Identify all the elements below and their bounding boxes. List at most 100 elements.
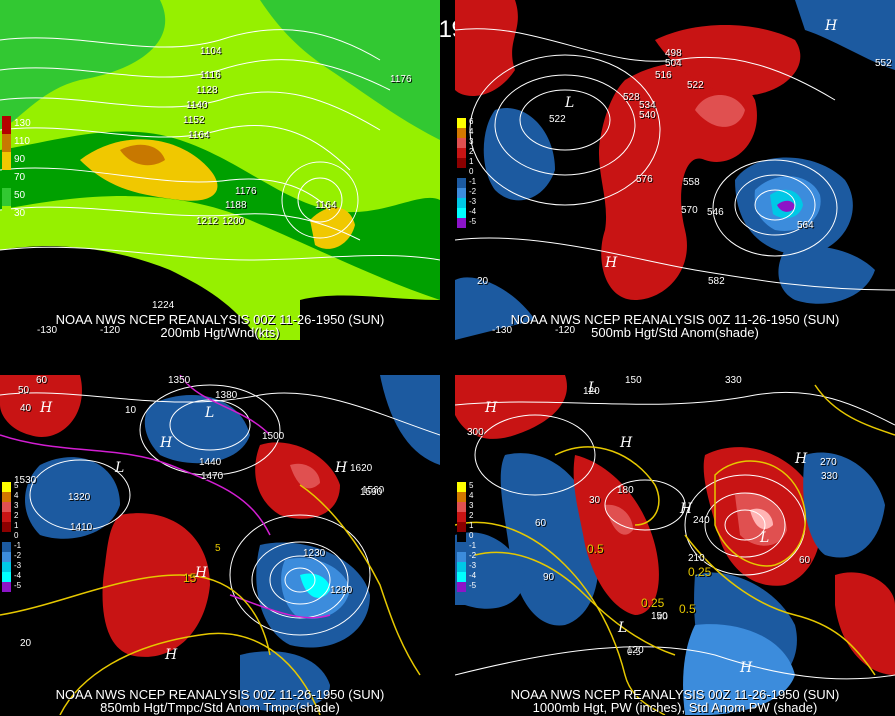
map-850mb [0, 375, 440, 715]
contour-label: 1230 [303, 548, 326, 559]
temp-label: 20 [20, 638, 32, 649]
high-pressure-marker: H [335, 460, 348, 476]
high-pressure-marker: H [40, 400, 53, 416]
contour-label: 1176 [235, 186, 257, 197]
map-500mb [455, 0, 895, 340]
contour-label: 1200 [222, 216, 245, 227]
longitude-label: -120 [555, 325, 576, 336]
contour-label: 1140 [186, 100, 208, 111]
high-pressure-marker: H [605, 255, 618, 271]
contour-label: 180 [617, 485, 634, 496]
contour-label: 150 [625, 375, 642, 386]
value-label: 20 [477, 276, 489, 287]
contour-label: 576 [636, 174, 653, 185]
panel-caption: NOAA NWS NCEP REANALYSIS 00Z 11-26-1950 … [510, 312, 840, 327]
contour-label: 60 [535, 518, 547, 529]
contour-label: 330 [821, 471, 838, 482]
contour-label: 120 [627, 645, 644, 656]
contour-label: 150 [651, 611, 668, 622]
high-pressure-marker: H [620, 435, 633, 451]
contour-label: 30 [589, 495, 601, 506]
contour-label: 582 [708, 276, 725, 287]
longitude-label: -130 [37, 325, 58, 336]
contour-label: 1500 [262, 431, 285, 442]
contour-label: 522 [549, 114, 566, 125]
contour-label: 1350 [168, 375, 191, 386]
contour-label: 1164 [315, 200, 337, 211]
low-pressure-marker: L [618, 620, 628, 636]
contour-label: 1470 [201, 471, 224, 482]
panel-500mb: 6 4 3 2 1 0 -1 -2 -3 -4 -5 498 504 516 5… [455, 0, 895, 340]
contour-label: 564 [797, 220, 814, 231]
legend-500mb: 6 4 3 2 1 0 -1 -2 -3 -4 -5 [457, 117, 487, 228]
contour-label: 270 [820, 457, 837, 468]
low-pressure-marker: L [588, 380, 598, 396]
contour-label: 522 [687, 80, 704, 91]
contour-label: 60 [799, 555, 811, 566]
contour-label: 1560 [362, 485, 385, 496]
contour-label: 498 [665, 48, 682, 59]
contour-label: 1152 [183, 115, 205, 126]
low-pressure-marker: L [760, 530, 770, 546]
panel-subcaption: 850mb Hgt/Tmpc/Std Anom Tmpc(shade) [100, 700, 340, 715]
high-pressure-marker: H [795, 451, 808, 467]
contour-label: 1104 [200, 46, 222, 57]
panel-1000mb-pw: 5 4 3 2 1 0 -1 -2 -3 -4 -5 150 120 180 2… [455, 375, 895, 715]
panel-850mb: 5 4 3 2 1 0 -1 -2 -3 -4 -5 1350 1380 141… [0, 375, 440, 715]
high-pressure-marker: H [195, 565, 208, 581]
high-pressure-marker: H [160, 435, 173, 451]
longitude-label: -130 [492, 325, 513, 336]
contour-label: 1410 [70, 522, 93, 533]
temp-label: 60 [36, 375, 48, 386]
pw-label: 0.5 [679, 602, 696, 616]
contour-label: 1290 [330, 585, 353, 596]
legend-1000mb: 5 4 3 2 1 0 -1 -2 -3 -4 -5 [457, 481, 487, 592]
contour-label: 1530 [14, 475, 37, 486]
temp-label: 10 [125, 405, 137, 416]
contour-label: 516 [655, 70, 672, 81]
contour-label: 1164 [188, 130, 210, 141]
contour-label: 1590 [360, 487, 383, 498]
panel-subcaption: 200mb Hgt/Wnd(kts) [160, 325, 280, 340]
contour-label: 540 [639, 110, 656, 121]
contour-label: 1440 [199, 457, 222, 468]
high-pressure-marker: H [680, 501, 693, 517]
low-pressure-marker: L [205, 405, 215, 421]
contour-label: 210 [688, 553, 705, 564]
contour-label: 570 [681, 205, 698, 216]
pw-label: 0.25 [641, 596, 665, 610]
contour-label: 546 [707, 207, 724, 218]
high-pressure-marker: H [485, 400, 498, 416]
panel-caption: NOAA NWS NCEP REANALYSIS 00Z 11-26-1950 … [510, 687, 840, 702]
temp-label: 40 [20, 403, 32, 414]
contour-label: 330 [725, 375, 742, 386]
contour-label: 300 [467, 427, 484, 438]
high-pressure-marker: H [165, 647, 178, 663]
low-pressure-marker: L [115, 460, 125, 476]
temp-label: 15 [183, 571, 197, 585]
contour-label: 1224 [152, 300, 175, 311]
panel-caption: NOAA NWS NCEP REANALYSIS 00Z 11-26-1950 … [55, 687, 385, 702]
pw-label: 0.5 [587, 542, 604, 556]
map-1000mb-pw [455, 375, 895, 715]
contour-label: 1128 [196, 85, 218, 96]
contour-label: 240 [693, 515, 710, 526]
contour-label: 552 [875, 58, 892, 69]
contour-label: 1176 [390, 74, 412, 85]
high-pressure-marker: H [825, 18, 838, 34]
high-pressure-marker: H [740, 660, 753, 676]
legend-850mb: 5 4 3 2 1 0 -1 -2 -3 -4 -5 [2, 481, 32, 592]
contour-label: 1188 [225, 200, 247, 211]
contour-label: 1320 [68, 492, 91, 503]
low-pressure-marker: L [565, 95, 575, 111]
temp-label: 5 [215, 543, 221, 554]
panel-200mb: 130 110 90 70 50 30 1104 1116 1128 1140 … [0, 0, 440, 340]
contour-label: 1620 [350, 463, 373, 474]
longitude-label: -120 [100, 325, 121, 336]
contour-label: 558 [683, 177, 700, 188]
contour-label: 120 [583, 386, 600, 397]
contour-label: 90 [657, 612, 669, 623]
contour-label: 1212 [196, 216, 219, 227]
temp-label: 50 [18, 385, 30, 396]
contour-label: 90 [543, 572, 555, 583]
